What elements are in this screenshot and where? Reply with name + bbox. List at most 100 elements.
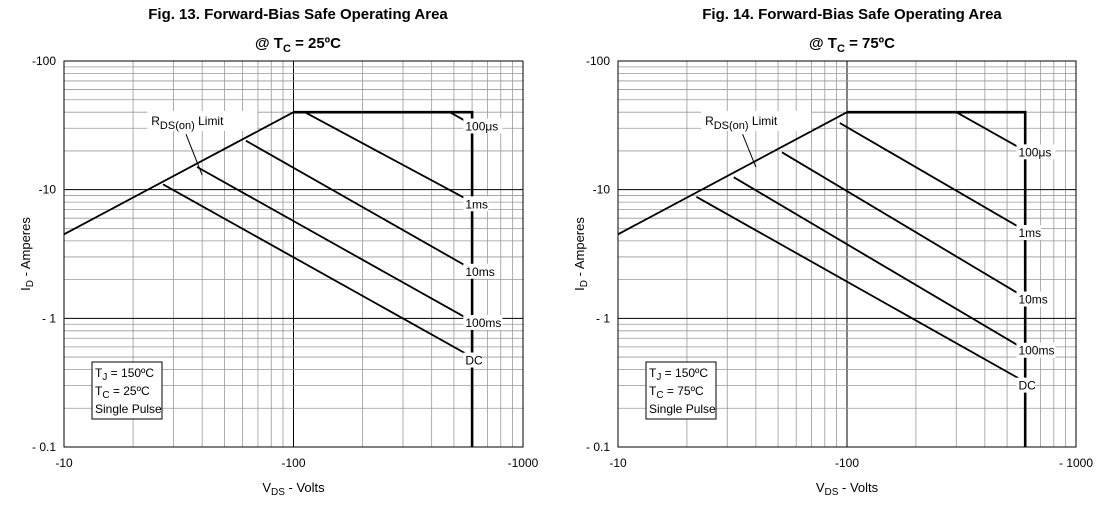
series-line: [293, 110, 474, 447]
line-label: 10ms: [465, 265, 494, 279]
y-axis-label-sub: D: [579, 280, 590, 287]
condition-rest: = 75ºC: [664, 384, 704, 398]
y-tick-label: -10: [593, 183, 611, 197]
subtitle-suffix: = 75ºC: [845, 35, 895, 52]
y-axis-label: ID - Amperes: [572, 217, 590, 291]
subtitle-suffix: = 25ºC: [291, 35, 341, 52]
grid-lines: [617, 61, 1076, 448]
x-tick-label: -100: [281, 456, 305, 470]
line-label: 1ms: [465, 197, 488, 211]
condition-main: T: [95, 384, 103, 398]
chart-1: Fig. 13. Forward-Bias Safe Operating Are…: [18, 6, 539, 498]
rds-label-main: R: [151, 114, 160, 128]
series-line: [847, 110, 1027, 447]
line-label-bg: [1016, 342, 1056, 358]
line-label: 10ms: [1018, 293, 1047, 307]
line-label-bg: [463, 352, 482, 368]
y-tick-label: - 1: [596, 311, 610, 325]
x-axis-label-rest: - Volts: [285, 480, 325, 495]
y-tick-label: - 1: [42, 311, 56, 325]
series-line: [695, 196, 1026, 383]
x-axis-label-main: V: [816, 480, 825, 495]
subtitle-subscript: C: [837, 43, 845, 55]
condition-main: T: [95, 366, 103, 380]
x-axis-label-rest: - Volts: [838, 480, 878, 495]
x-axis-label-sub: DS: [825, 487, 839, 498]
line-label: DC: [465, 354, 483, 368]
rds-leader-line: [185, 133, 203, 176]
y-axis-label-main: I: [18, 287, 33, 291]
series-line: [162, 183, 473, 358]
line-label: 100μs: [1018, 145, 1051, 159]
condition-line: TJ = 150ºC: [649, 366, 708, 383]
series-line: [304, 111, 473, 203]
condition-line: TC = 25ºC: [95, 384, 150, 401]
condition-main: Single Pulse: [649, 402, 716, 416]
chart-2: Fig. 14. Forward-Bias Safe Operating Are…: [572, 6, 1093, 498]
condition-sub: C: [102, 390, 109, 401]
y-axis-label-rest: - Amperes: [18, 217, 33, 280]
subtitle-prefix: @ T: [809, 35, 837, 52]
condition-sub: J: [102, 372, 107, 383]
x-axis-label: VDS - Volts: [262, 480, 325, 498]
y-tick-label: -100: [586, 54, 610, 68]
line-label-bg: [1016, 225, 1042, 241]
rds-limit-label: RDS(on) Limit: [151, 114, 224, 132]
line-label-bg: [463, 118, 503, 134]
condition-main: Single Pulse: [95, 402, 162, 416]
x-tick-label: - 1000: [1059, 456, 1093, 470]
line-label: DC: [1018, 379, 1036, 393]
series-line: [63, 111, 294, 236]
series-group: [617, 110, 1027, 447]
rds-label-rest: Limit: [195, 114, 224, 128]
condition-rest: = 150ºC: [107, 366, 154, 380]
series-line: [617, 111, 848, 236]
y-axis-label-main: I: [572, 287, 587, 291]
condition-line: Single Pulse: [95, 402, 162, 416]
line-label-bg: [1016, 377, 1035, 393]
chart-title: Fig. 14. Forward-Bias Safe Operating Are…: [702, 6, 1002, 23]
condition-main: T: [649, 366, 657, 380]
rds-limit-label: RDS(on) Limit: [705, 114, 778, 132]
x-tick-label: -10: [609, 456, 627, 470]
y-axis-label-sub: D: [25, 280, 36, 287]
y-axis-label: ID - Amperes: [18, 217, 36, 291]
line-label-bg: [463, 263, 496, 279]
series-line: [196, 166, 473, 322]
line-label-bg: [463, 314, 503, 330]
condition-sub: C: [656, 390, 663, 401]
x-axis-label-sub: DS: [271, 487, 285, 498]
condition-rest: = 25ºC: [110, 384, 150, 398]
rds-label-main: R: [705, 114, 714, 128]
line-label: 100ms: [465, 316, 501, 330]
series-line: [245, 139, 473, 271]
plot-frame: [617, 60, 1077, 448]
subtitle-subscript: C: [283, 43, 291, 55]
line-label: 100ms: [1018, 344, 1054, 358]
rds-label-sub: DS(on): [160, 120, 195, 132]
condition-line: TJ = 150ºC: [95, 366, 154, 383]
rds-label-sub: DS(on): [714, 120, 749, 132]
condition-sub: J: [656, 372, 661, 383]
condition-line: TC = 75ºC: [649, 384, 704, 401]
series-line: [955, 111, 1026, 152]
x-axis-label-main: V: [262, 480, 271, 495]
y-axis-label-rest: - Amperes: [572, 217, 587, 280]
subtitle-prefix: @ T: [255, 35, 283, 52]
line-label-bg: [1016, 144, 1056, 160]
y-tick-label: -10: [39, 183, 57, 197]
line-label: 100μs: [465, 119, 498, 133]
rds-label-bg: [701, 110, 812, 131]
y-tick-label: - 0.1: [586, 440, 610, 454]
condition-main: T: [649, 384, 657, 398]
line-label: 1ms: [1018, 226, 1041, 240]
x-axis-label: VDS - Volts: [816, 480, 879, 498]
chart-subtitle: @ TC = 25ºC: [255, 35, 341, 55]
x-tick-label: -1000: [508, 456, 539, 470]
y-tick-label: - 0.1: [32, 440, 56, 454]
line-label-bg: [1016, 291, 1049, 307]
plot-frame: [63, 60, 524, 448]
rds-label-rest: Limit: [749, 114, 778, 128]
conditions-box: [91, 361, 163, 420]
